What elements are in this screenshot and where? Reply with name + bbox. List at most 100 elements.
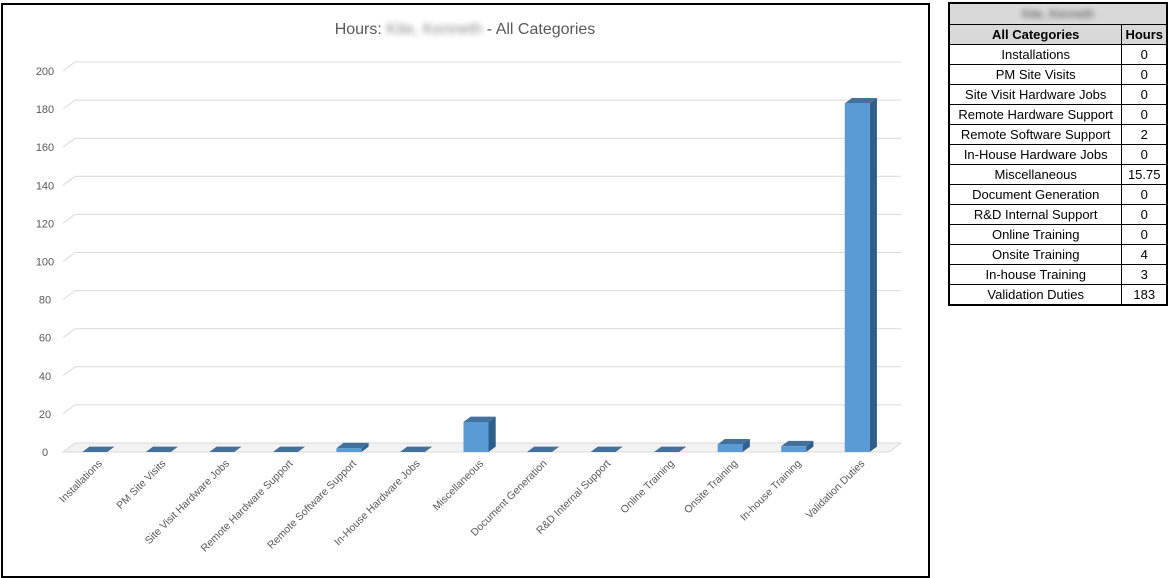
- table-row: Remote Hardware Support 0: [948, 104, 1168, 125]
- hours-chart: Hours: Kite, Kenneth - All Categories 0 2…: [1, 3, 930, 578]
- x-tick-label: Onsite Training: [682, 458, 741, 517]
- y-tick-label: 20: [39, 409, 51, 421]
- bar-top: [781, 440, 814, 447]
- table-cell-hours: 4: [1121, 244, 1168, 265]
- bars: [82, 97, 877, 453]
- y-tick-label: 0: [42, 447, 48, 459]
- bar-top: [717, 438, 750, 445]
- table-row: Installations 0: [948, 44, 1168, 65]
- bar-front: [336, 448, 362, 452]
- bar-top: [399, 446, 433, 452]
- table-cell-category: Validation Duties: [948, 284, 1123, 306]
- table-row: Miscellaneous 15.75: [948, 164, 1168, 185]
- table-cell-hours: 0: [1121, 64, 1168, 85]
- chart-title: Hours: Kite, Kenneth - All Categories: [335, 21, 596, 38]
- table-cell-category: R&D Internal Support: [948, 204, 1123, 225]
- bar-side: [869, 97, 877, 453]
- gridline-diagonal: [62, 137, 76, 148]
- table-cell-hours: 0: [1121, 104, 1168, 125]
- bar-top: [463, 416, 496, 422]
- x-tick-label: Installations: [57, 458, 105, 506]
- bar-top: [272, 446, 306, 452]
- x-tick-label: In-house Training: [738, 458, 804, 524]
- gridline-diagonal: [62, 404, 76, 415]
- table-cell-hours: 0: [1121, 84, 1168, 105]
- bar-front: [717, 444, 743, 452]
- bar: [654, 446, 687, 452]
- bar-top: [82, 446, 115, 452]
- table-body: Installations 0 PM Site Visits 0 Site Visit …: [948, 44, 1168, 306]
- table-cell-category: Online Training: [948, 224, 1123, 245]
- table-row: PM Site Visits 0: [948, 64, 1168, 85]
- bar-top: [145, 446, 179, 452]
- y-tick-label: 180: [36, 104, 54, 116]
- table-cell-hours: 0: [1121, 144, 1168, 165]
- bar-side: [742, 438, 750, 452]
- table-cell-category: Document Generation: [948, 184, 1123, 205]
- y-tick-label: 120: [36, 218, 54, 230]
- y-tick-label: 140: [36, 180, 54, 192]
- chart-svg: Hours: Kite, Kenneth - All Categories 0 2…: [36, 21, 903, 554]
- table-cell-hours: 0: [1121, 224, 1168, 245]
- chart-title-prefix: Hours:: [335, 21, 387, 38]
- gridline-diagonal: [62, 290, 76, 301]
- y-tick-label: 100: [36, 257, 54, 269]
- bar-front: [781, 446, 807, 452]
- table-cell-hours: 3: [1121, 264, 1168, 285]
- bar-top: [209, 446, 242, 452]
- table-row: Validation Duties 183: [948, 284, 1168, 306]
- table-cell-category: PM Site Visits: [948, 64, 1123, 85]
- x-tick-label: Miscellaneous: [431, 458, 487, 514]
- bar: [336, 442, 369, 452]
- chart-title-person: Kite, Kenneth: [386, 21, 482, 38]
- column-header-category: All Categories: [948, 24, 1123, 45]
- y-tick-label: 80: [39, 295, 51, 307]
- gridline-diagonal: [62, 252, 76, 262]
- table-row: Onsite Training 4: [948, 244, 1168, 265]
- table-header-row: All Categories Hours: [948, 24, 1168, 45]
- bar-top: [527, 446, 560, 452]
- gridline-diagonal: [62, 175, 76, 186]
- y-tick-label: 60: [39, 333, 51, 345]
- bar: [145, 446, 179, 452]
- bar-front: [463, 421, 489, 452]
- table-cell-category: Onsite Training: [948, 244, 1123, 265]
- y-tick-label: 40: [39, 371, 51, 383]
- table-row: Document Generation 0: [948, 184, 1168, 205]
- table-cell-category: In-House Hardware Jobs: [948, 144, 1123, 165]
- column-header-hours: Hours: [1121, 24, 1168, 45]
- table-cell-hours: 0: [1121, 204, 1168, 225]
- bar-top: [844, 97, 877, 104]
- gridline-diagonal: [62, 366, 76, 377]
- table-row: R&D Internal Support 0: [948, 204, 1168, 225]
- bar-side: [806, 440, 814, 452]
- hours-summary-table: Kite, Kenneth All Categories Hours Insta…: [948, 2, 1168, 306]
- bar-top: [654, 446, 687, 452]
- table-row: Site Visit Hardware Jobs 0: [948, 84, 1168, 105]
- gridline-diagonal: [62, 61, 76, 72]
- gridlines: [62, 61, 901, 415]
- chart-title-suffix: - All Categories: [482, 21, 595, 38]
- bar: [590, 446, 623, 452]
- gridline-diagonal: [62, 328, 76, 339]
- bar-side: [361, 442, 369, 452]
- bar: [463, 416, 496, 452]
- gridline-diagonal: [62, 99, 76, 110]
- table-cell-hours: 15.75: [1121, 164, 1168, 185]
- table-row: Online Training 0: [948, 224, 1168, 245]
- y-tick-label: 160: [36, 142, 54, 154]
- bar: [272, 446, 306, 452]
- x-tick-label: PM Site Visits: [114, 458, 168, 512]
- bar: [399, 446, 433, 452]
- y-axis-ticks: 0 20 40 60 80 100 120 140 160 180 200: [36, 66, 54, 459]
- x-tick-label: Validation Duties: [804, 458, 868, 522]
- table-cell-hours: 0: [1121, 44, 1168, 65]
- table-cell-category: Remote Software Support: [948, 124, 1123, 145]
- table-cell-category: Miscellaneous: [948, 164, 1123, 185]
- table-person-row: Kite, Kenneth: [948, 2, 1168, 25]
- x-tick-label: Online Training: [618, 458, 677, 517]
- bar: [717, 438, 750, 452]
- bar-top: [590, 446, 623, 452]
- table-cell-category: Remote Hardware Support: [948, 104, 1123, 125]
- table-cell-hours: 0: [1121, 184, 1168, 205]
